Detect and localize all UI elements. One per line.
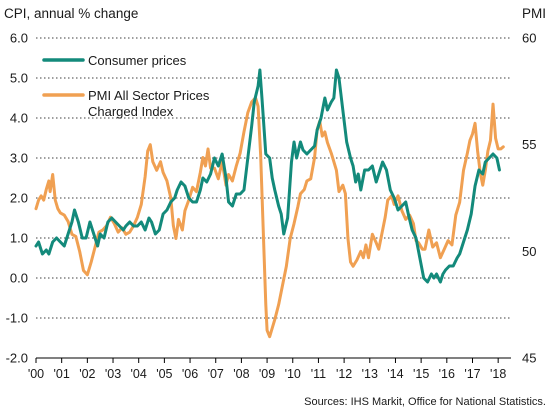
legend-label-consumer-prices: Consumer prices xyxy=(88,53,187,68)
legend-label-pmi-prices-charged: PMI All Sector Prices Charged Index xyxy=(88,88,210,119)
x-tick-label: '05 xyxy=(156,367,172,381)
left-tick-label: 4.0 xyxy=(10,111,28,126)
series-lines xyxy=(34,68,505,339)
left-tick-label: 6.0 xyxy=(10,31,28,46)
right-tick-label: 50 xyxy=(522,244,536,259)
x-tick-label: '17 xyxy=(464,367,480,381)
left-tick-label: -1.0 xyxy=(6,311,28,326)
legend: Consumer prices PMI All Sector Prices Cha… xyxy=(42,53,210,119)
source-note: Sources: IHS Markit, Office for National… xyxy=(304,396,546,408)
x-tick-label: '09 xyxy=(259,367,275,381)
x-tick-label: '10 xyxy=(285,367,301,381)
x-tick-label: '13 xyxy=(362,367,378,381)
left-tick-label: 5.0 xyxy=(10,71,28,86)
x-axis-ticks: '00 '01 '02 '03 '04 '05 '06 '07 '08 '09 '10 '11 '12 '… xyxy=(28,357,511,381)
right-tick-label: 55 xyxy=(522,137,536,152)
left-tick-label: 0.0 xyxy=(10,271,28,286)
x-tick-label: '02 xyxy=(79,367,95,381)
x-tick-label: '04 xyxy=(131,367,147,381)
left-tick-label: 2.0 xyxy=(10,191,28,206)
x-tick-label: '18 xyxy=(490,367,506,381)
left-axis-title: CPI, annual % change xyxy=(4,6,138,21)
left-tick-label: -2.0 xyxy=(6,351,28,366)
x-tick-label: '16 xyxy=(439,367,455,381)
series-line-pmi-prices-charged xyxy=(34,96,505,339)
x-tick-label: '11 xyxy=(311,367,326,381)
right-tick-label: 45 xyxy=(522,351,536,366)
gridlines xyxy=(36,37,511,319)
right-tick-label: 60 xyxy=(522,31,536,46)
series-line-consumer-prices xyxy=(34,68,501,284)
left-axis-ticks: 6.0 5.0 4.0 3.0 2.0 1.0 0.0 -1.0 -2.0 xyxy=(6,31,28,366)
right-axis-title: PMI xyxy=(522,6,546,21)
x-tick-label: '06 xyxy=(182,367,198,381)
x-tick-label: '00 xyxy=(28,367,44,381)
x-tick-label: '08 xyxy=(233,367,249,381)
right-axis-ticks: 60 55 50 45 xyxy=(522,31,536,366)
x-tick-label: '14 xyxy=(387,367,403,381)
left-tick-label: 1.0 xyxy=(10,231,28,246)
x-tick-label: '01 xyxy=(54,367,70,381)
x-tick-label: '07 xyxy=(208,367,224,381)
x-tick-label: '03 xyxy=(105,367,121,381)
x-tick-label: '12 xyxy=(336,367,352,381)
x-tick-label: '15 xyxy=(413,367,429,381)
left-tick-label: 3.0 xyxy=(10,151,28,166)
